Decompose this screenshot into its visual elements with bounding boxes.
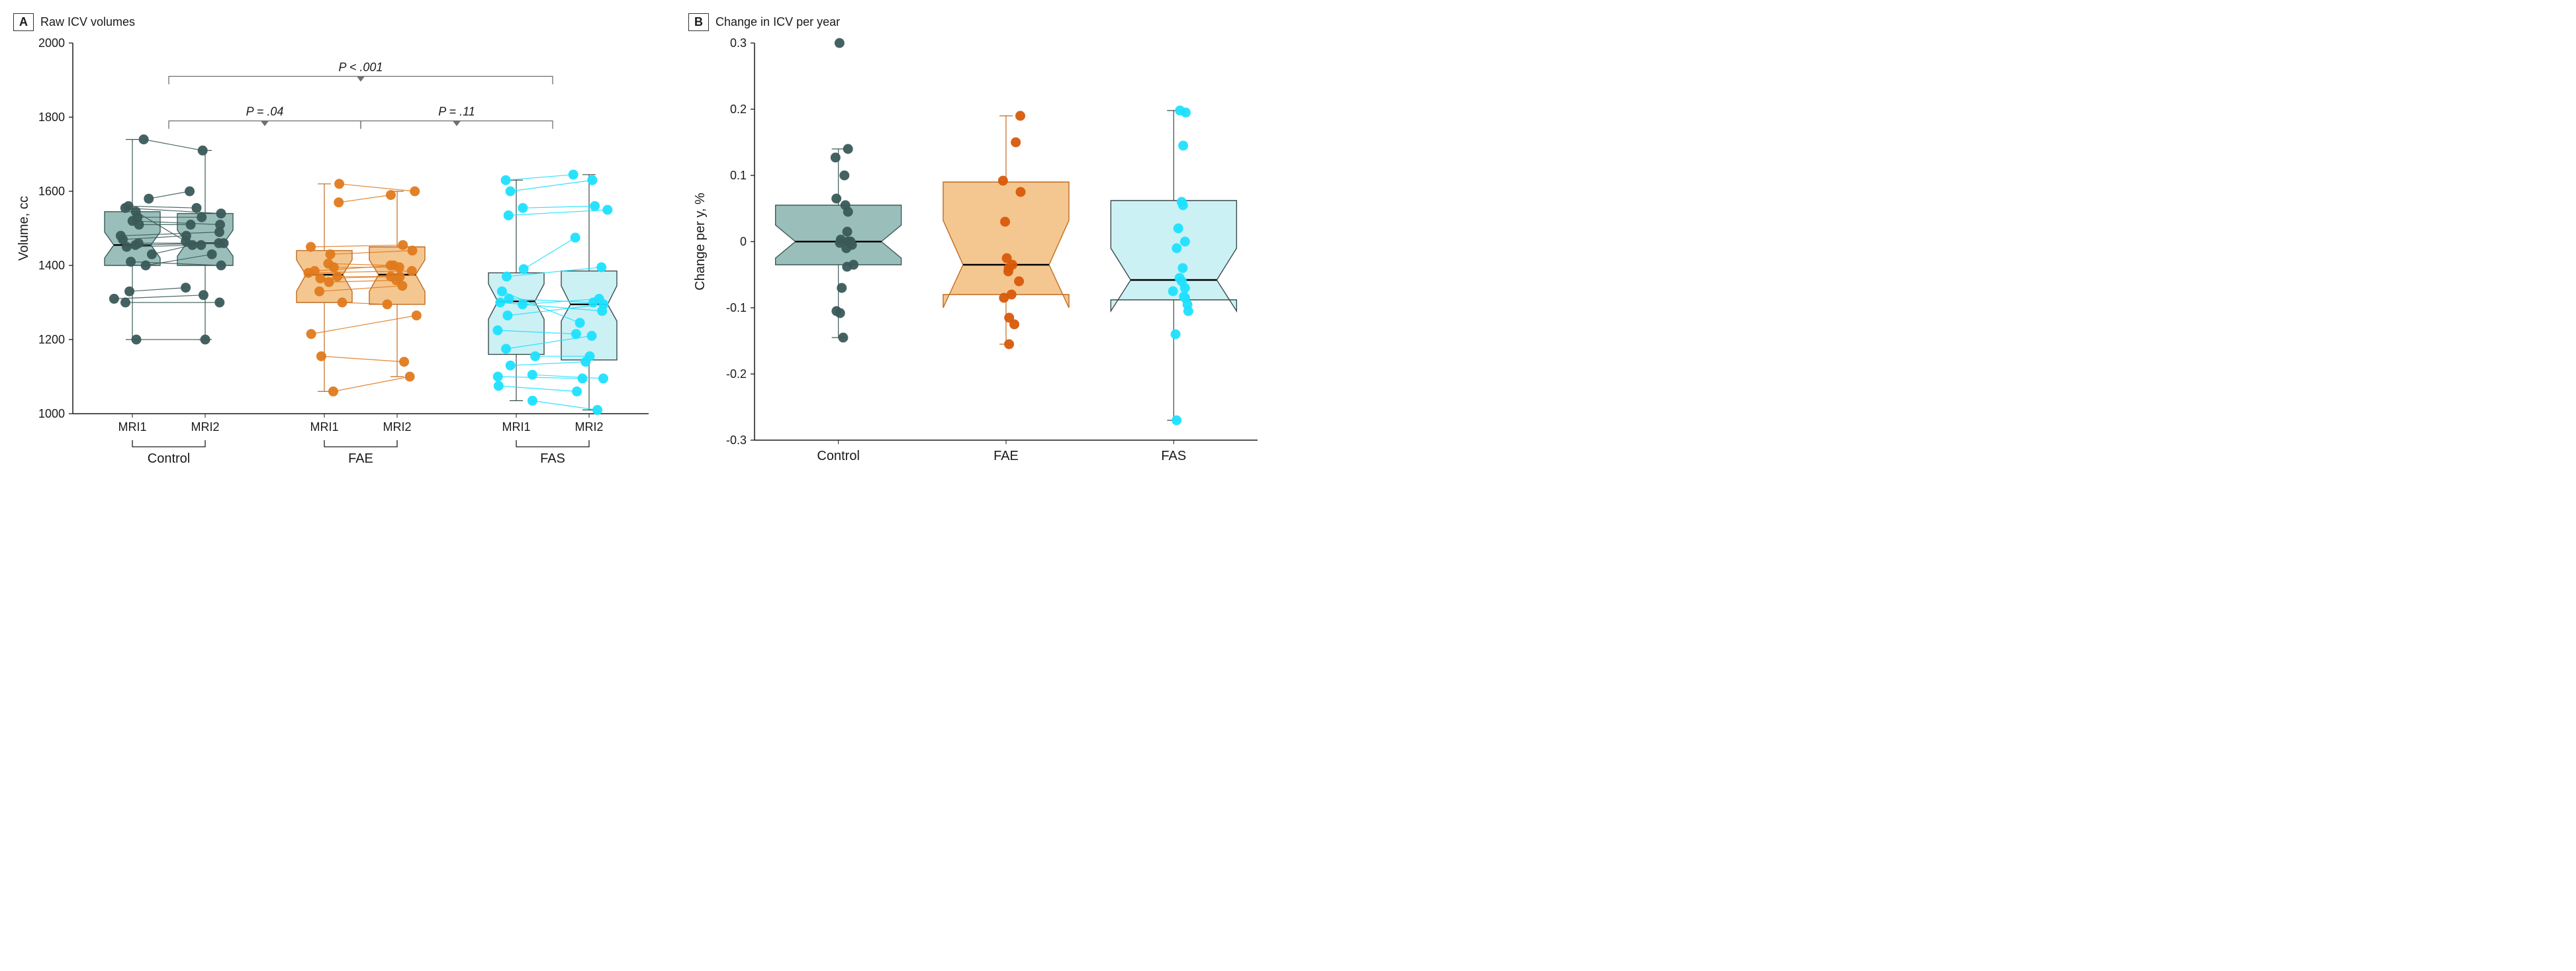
panel-b: B Change in ICV per year -0.3 -0.2 -0.1 0 0.… [688,13,1271,486]
svg-text:MRI2: MRI2 [575,420,603,434]
svg-text:FAS: FAS [1161,449,1186,463]
svg-text:P = .04: P = .04 [246,105,284,118]
svg-text:0: 0 [740,235,747,248]
svg-text:MRI1: MRI1 [502,420,530,434]
svg-text:MRI2: MRI2 [191,420,219,434]
svg-text:MRI1: MRI1 [310,420,338,434]
panel-a-header: A Raw ICV volumes [13,13,662,31]
svg-text:0.2: 0.2 [730,103,747,116]
svg-text:-0.1: -0.1 [726,301,747,314]
svg-text:Control: Control [148,451,190,466]
panel-a-chart: 1000 1200 1400 1600 1800 2000 Volume, cc MRI1 MR… [13,36,662,486]
svg-text:-0.3: -0.3 [726,434,747,447]
svg-text:1000: 1000 [38,407,65,420]
svg-text:0.3: 0.3 [730,36,747,50]
svg-text:MRI2: MRI2 [383,420,411,434]
svg-text:FAE: FAE [348,451,373,466]
panel-a-title: Raw ICV volumes [40,15,135,29]
svg-text:MRI1: MRI1 [118,420,146,434]
svg-text:Change per y, %: Change per y, % [693,193,708,291]
svg-text:1600: 1600 [38,185,65,198]
svg-text:2000: 2000 [38,36,65,50]
svg-text:FAE: FAE [993,449,1019,463]
svg-text:Control: Control [817,449,859,463]
svg-text:1200: 1200 [38,333,65,346]
svg-text:FAS: FAS [540,451,565,466]
svg-text:P = .11: P = .11 [438,105,475,118]
panel-a-letter: A [13,13,34,31]
svg-text:P < .001: P < .001 [339,60,383,73]
svg-text:0.1: 0.1 [730,169,747,182]
panel-b-header: B Change in ICV per year [688,13,1271,31]
svg-text:1400: 1400 [38,259,65,272]
svg-text:Volume, cc: Volume, cc [17,196,31,261]
figure-container: A Raw ICV volumes 1000 1200 1400 1600 1800 20… [13,13,2563,486]
panel-b-title: Change in ICV per year [715,15,840,29]
svg-text:-0.2: -0.2 [726,367,747,381]
panel-b-letter: B [688,13,709,31]
panel-a: A Raw ICV volumes 1000 1200 1400 1600 1800 20… [13,13,662,486]
svg-text:1800: 1800 [38,111,65,124]
panel-b-chart: -0.3 -0.2 -0.1 0 0.1 0.2 0.3 Change per y, % Con… [688,36,1271,486]
